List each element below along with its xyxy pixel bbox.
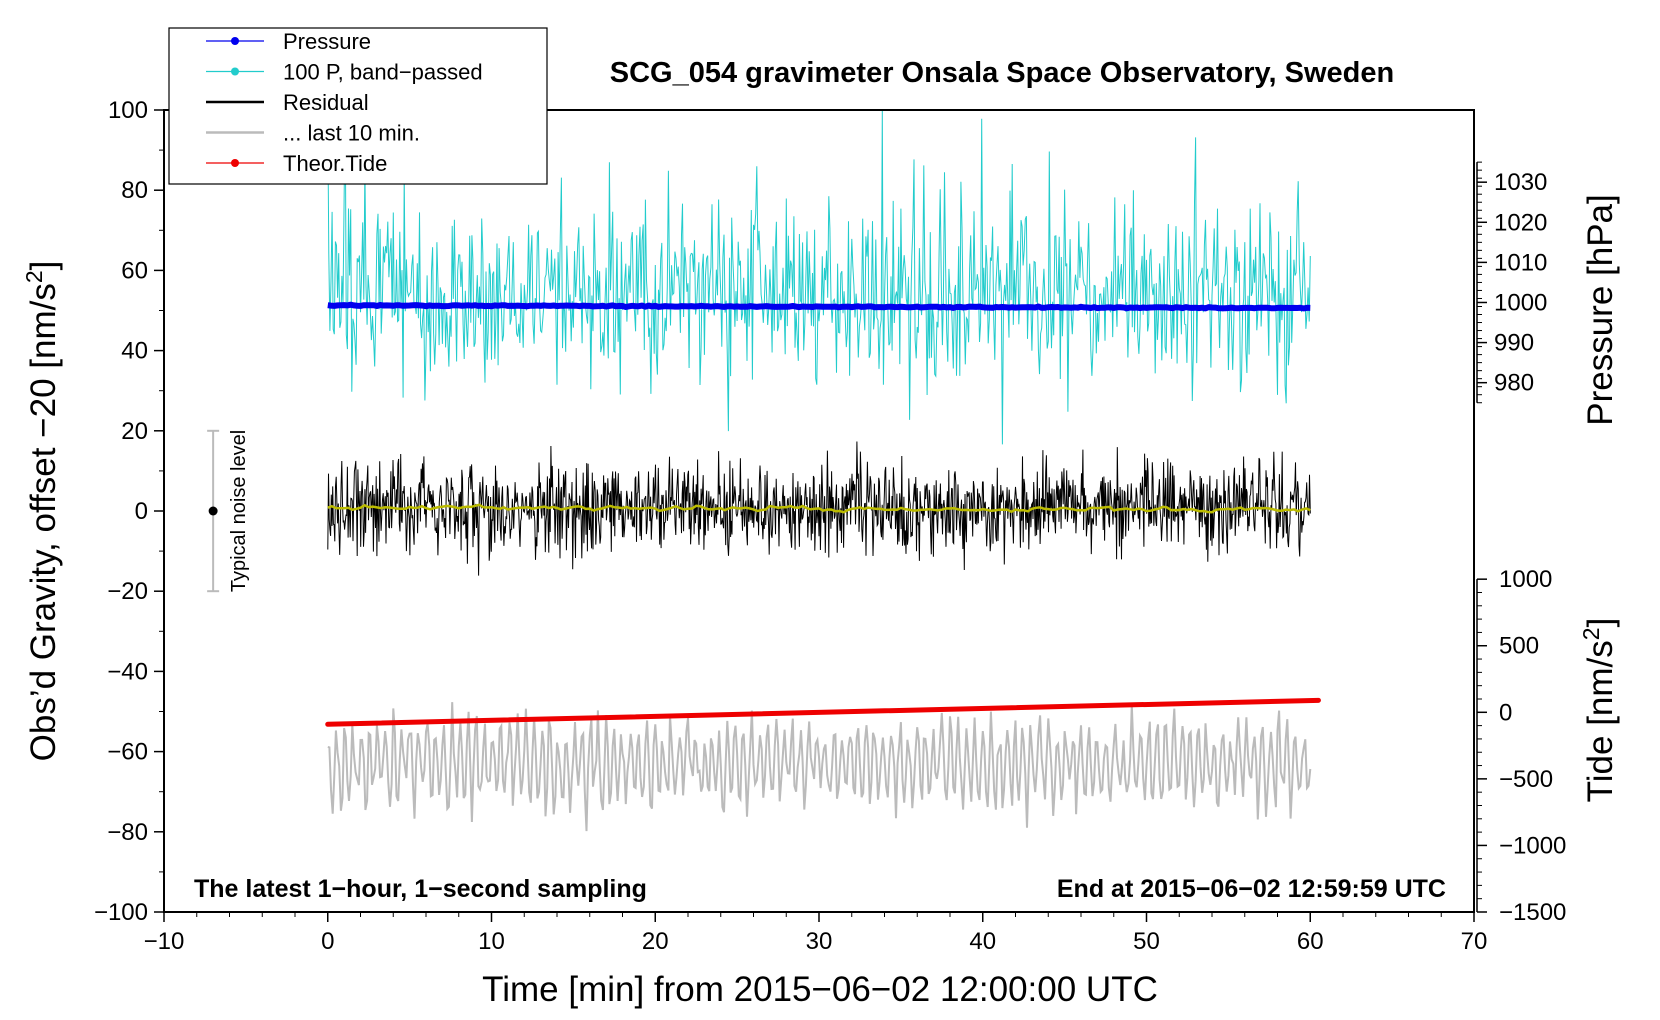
x-tick-label: 10 — [478, 928, 505, 955]
legend-label: Theor.Tide — [283, 151, 387, 176]
y-tick-label: −100 — [94, 899, 148, 926]
noise-bar-label: Typical noise level — [228, 430, 250, 592]
y-tick-label: 20 — [121, 418, 148, 445]
y-tick-label: 80 — [121, 177, 148, 204]
tide-axis-label-sup: 2 — [1578, 627, 1604, 640]
noise-bar-center-dot — [208, 506, 218, 516]
tide-tick-label: 0 — [1499, 699, 1512, 726]
pressure-tick-label: 1020 — [1494, 209, 1547, 236]
y-tick-label: 40 — [121, 338, 148, 365]
pressure-tick-label: 990 — [1494, 330, 1534, 357]
x-axis-label: Time [min] from 2015−06−02 12:00:00 UTC — [482, 970, 1158, 1009]
legend-label: Pressure — [283, 29, 371, 54]
legend-swatch-dot — [231, 159, 239, 167]
tide-tick-label: −1500 — [1499, 899, 1566, 926]
annotation-sampling: The latest 1−hour, 1−second sampling — [194, 875, 647, 903]
legend-swatch-dot — [231, 37, 239, 45]
pressure-tick-label: 1000 — [1494, 289, 1547, 316]
tide-axis-label-text: Tide [nm/s — [1581, 640, 1620, 802]
y-tick-label: 100 — [108, 97, 148, 124]
tide-tick-label: 1000 — [1499, 566, 1552, 593]
y-axis-label-sup: 2 — [21, 270, 47, 283]
y-axis-left: −100 −80 −60 −40 −20 0 20 40 60 80 100 — [94, 97, 164, 926]
legend: Pressure 100 P, band−passed Residual ... la… — [168, 27, 548, 185]
pressure-axis-label: Pressure [hPa] — [1581, 194, 1620, 426]
legend-label: Residual — [283, 90, 369, 115]
tide-tick-label: −500 — [1499, 766, 1553, 793]
pressure-tick-label: 980 — [1494, 370, 1534, 397]
y-tick-label: −20 — [107, 578, 148, 605]
legend-entry: Theor.Tide — [206, 151, 387, 176]
y-axis-label-text: Obs’d Gravity, offset −20 [nm/s — [24, 283, 63, 761]
series-theoretical-tide — [325, 697, 1321, 727]
legend-label: 100 P, band−passed — [283, 60, 483, 85]
pressure-tick-label: 1030 — [1494, 169, 1547, 196]
tide-tick-label: −1000 — [1499, 832, 1566, 859]
data-layer — [325, 110, 1321, 832]
y-axis-pressure: 980 990 1000 1010 1020 1030 — [1476, 161, 1547, 404]
pressure-tick-label: 1010 — [1494, 249, 1547, 276]
noise-bar — [207, 429, 220, 593]
y-axis-label: Obs’d Gravity, offset −20 [nm/s2] — [21, 261, 63, 762]
series-residual — [327, 441, 1311, 576]
series-last-10-min — [327, 702, 1312, 832]
x-tick-label: −10 — [144, 928, 185, 955]
y-tick-label: −60 — [107, 739, 148, 766]
legend-entry: ... last 10 min. — [206, 121, 420, 146]
tide-axis-label-end: ] — [1581, 618, 1620, 628]
legend-box — [168, 27, 548, 185]
chart-title: SCG_054 gravimeter Onsala Space Observat… — [610, 57, 1394, 89]
x-tick-label: 40 — [969, 928, 996, 955]
x-tick-label: 0 — [321, 928, 334, 955]
legend-entry: Residual — [206, 90, 369, 115]
annotation-end-time: End at 2015−06−02 12:59:59 UTC — [1057, 875, 1446, 903]
x-tick-label: 50 — [1133, 928, 1160, 955]
y-tick-label: −80 — [107, 819, 148, 846]
x-tick-label: 70 — [1461, 928, 1488, 955]
series-residual-smoothed — [327, 503, 1311, 514]
series-band-passed-pressure — [327, 110, 1311, 445]
y-tick-label: −40 — [107, 658, 148, 685]
y-axis-tide: −1500 −1000 −500 0 500 1000 — [1476, 566, 1566, 926]
y-tick-label: 0 — [135, 498, 148, 525]
legend-swatch-dot — [231, 67, 239, 76]
x-tick-label: 60 — [1297, 928, 1324, 955]
tide-axis-label: Tide [nm/s2] — [1578, 618, 1620, 803]
legend-label: ... last 10 min. — [283, 121, 420, 146]
legend-entry: 100 P, band−passed — [206, 60, 483, 85]
y-axis-label-end: ] — [24, 261, 63, 271]
tide-tick-label: 500 — [1499, 633, 1539, 660]
x-tick-label: 30 — [806, 928, 833, 955]
series-pressure — [327, 301, 1311, 312]
x-tick-label: 20 — [642, 928, 669, 955]
legend-entry: Pressure — [206, 29, 371, 54]
y-tick-label: 60 — [121, 257, 148, 284]
x-axis: −10 0 10 20 30 40 50 60 70 — [144, 912, 1488, 955]
